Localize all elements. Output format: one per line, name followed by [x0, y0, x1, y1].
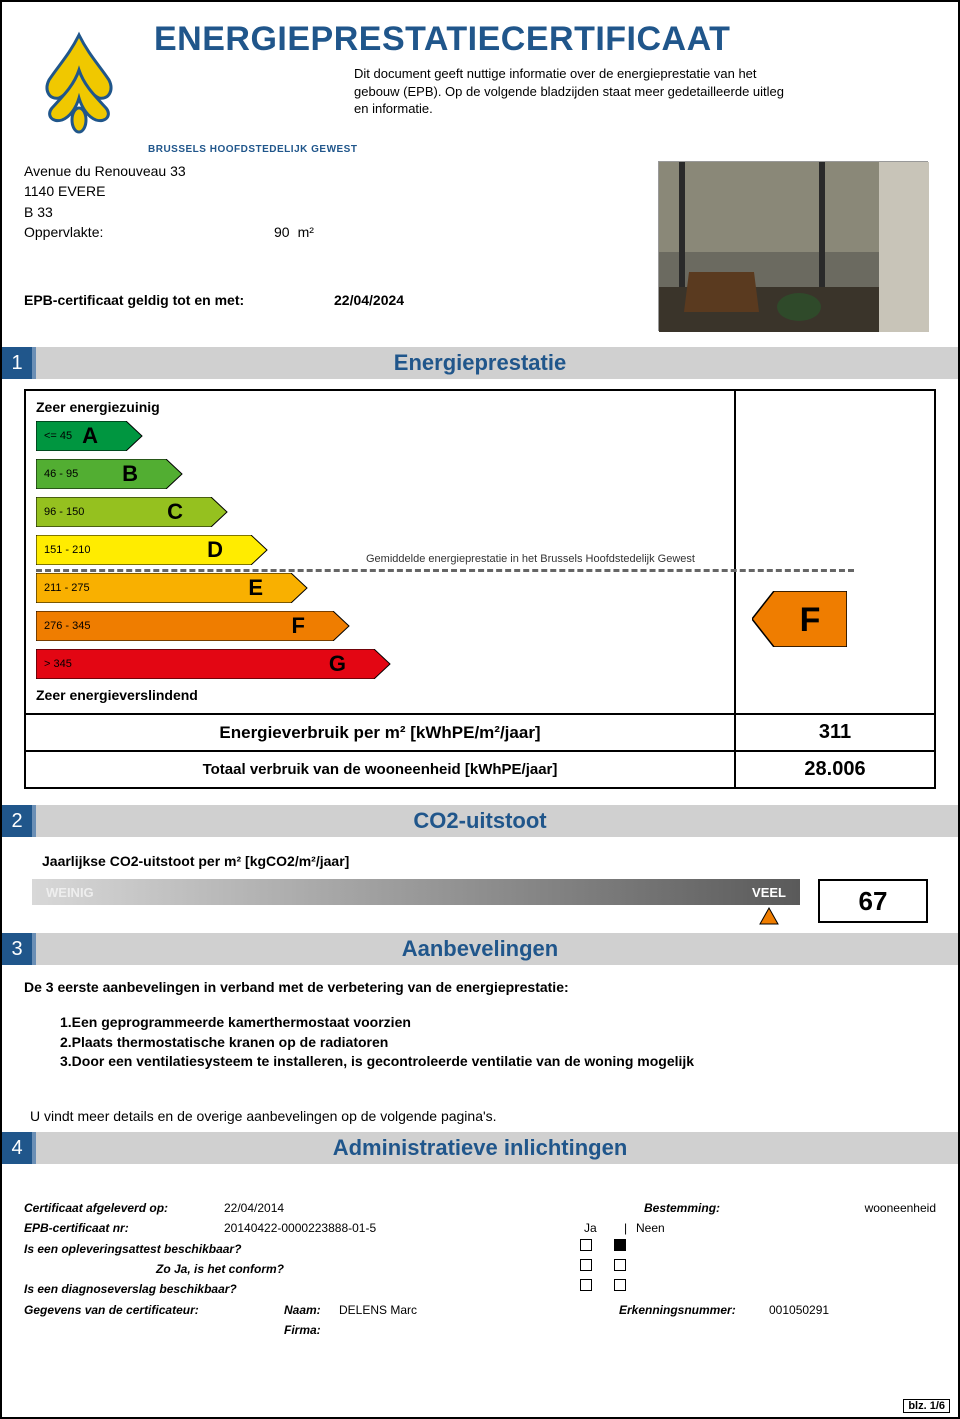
- main-title: ENERGIEPRESTATIECERTIFICAAT: [154, 20, 936, 59]
- section-title-3: Aanbevelingen: [2, 936, 958, 962]
- erk-label: Erkenningsnummer:: [619, 1300, 769, 1320]
- q1sub-label: Zo Ja, is het conform?: [24, 1259, 324, 1279]
- co2-high: VEEL: [752, 885, 786, 900]
- section-bar-2: 2 CO2-uitstoot: [2, 805, 958, 837]
- no-header: Neen: [636, 1218, 665, 1238]
- energy-bar-row: <= 45 A: [36, 421, 724, 451]
- co2-row: WEINIG VEEL 67: [24, 879, 936, 923]
- validity-label: EPB-certificaat geldig tot en met:: [24, 290, 334, 310]
- admin-block: Certificaat afgeleverd op: 22/04/2014 Be…: [24, 1198, 936, 1341]
- total-consumption-label: Totaal verbruik van de wooneenheid [kWhP…: [25, 751, 735, 788]
- validity-value: 22/04/2024: [334, 290, 404, 310]
- consumption-per-m2-label: Energieverbruik per m² [kWhPE/m²/jaar]: [25, 714, 735, 751]
- issued-value: 22/04/2014: [224, 1198, 444, 1218]
- energy-right: F: [736, 391, 936, 713]
- section-bar-3: 3 Aanbevelingen: [2, 933, 958, 965]
- q1sub-no-checkbox: [614, 1259, 626, 1271]
- address-line1: Avenue du Renouveau 33: [24, 161, 658, 181]
- section-num-2: 2: [2, 805, 36, 837]
- area-value: 90: [274, 222, 290, 242]
- energy-bars: <= 45 A 46 - 95 B 96 - 150 C 151 - 210 D…: [36, 421, 724, 679]
- section-num-1: 1: [2, 347, 36, 379]
- region-label: BRUSSELS HOOFDSTEDELIJK GEWEST: [148, 144, 936, 155]
- q1-no-checkbox: [614, 1239, 626, 1251]
- address-block: Avenue du Renouveau 33 1140 EVERE B 33 O…: [24, 161, 658, 331]
- address-line2: 1140 EVERE: [24, 181, 658, 201]
- average-line: [36, 569, 854, 572]
- inefficient-label: Zeer energieverslindend: [36, 687, 724, 703]
- energy-bar-row: 276 - 345 F: [36, 611, 724, 641]
- area-label: Oppervlakte:: [24, 222, 274, 242]
- section-bar-4: 4 Administratieve inlichtingen: [2, 1132, 958, 1164]
- certnr-label: EPB-certificaat nr:: [24, 1218, 224, 1238]
- rec-intro: De 3 eerste aanbevelingen in verband met…: [24, 979, 936, 995]
- section-title-4: Administratieve inlichtingen: [2, 1135, 958, 1161]
- co2-bar: WEINIG VEEL: [32, 879, 800, 905]
- intro-text: Dit document geeft nuttige informatie ov…: [354, 65, 784, 118]
- section-title-2: CO2-uitstoot: [2, 808, 958, 834]
- property-photo: [658, 161, 928, 331]
- rec-more: U vindt meer details en de overige aanbe…: [30, 1108, 936, 1124]
- energy-bar-row: > 345 G: [36, 649, 724, 679]
- dest-label: Bestemming:: [644, 1198, 720, 1218]
- rec-list: 1.Een geprogrammeerde kamerthermostaat v…: [60, 1013, 936, 1072]
- co2-value: 67: [818, 879, 928, 923]
- dest-value: wooneenheid: [865, 1198, 936, 1218]
- co2-marker: [758, 906, 780, 929]
- co2-low: WEINIG: [46, 885, 94, 900]
- section-num-4: 4: [2, 1132, 36, 1164]
- certificate-page: ENERGIEPRESTATIECERTIFICAAT Dit document…: [0, 0, 960, 1419]
- page-number: blz. 1/6: [903, 1399, 950, 1413]
- firma-label: Firma:: [284, 1320, 321, 1340]
- result-arrow: F: [752, 591, 847, 652]
- q2-label: Is een diagnoseverslag beschikbaar?: [24, 1279, 324, 1299]
- rec-item: 2.Plaats thermostatische kranen op de ra…: [60, 1033, 936, 1053]
- certnr-value: 20140422-0000223888-01-5: [224, 1218, 584, 1238]
- consumption-per-m2-value: 311: [735, 714, 935, 751]
- yes-header: Ja: [584, 1218, 624, 1238]
- rec-item: 3.Door een ventilatiesysteem te installe…: [60, 1052, 936, 1072]
- efficient-label: Zeer energiezuinig: [36, 399, 724, 415]
- section-num-3: 3: [2, 933, 36, 965]
- section-title-1: Energieprestatie: [2, 350, 958, 376]
- energy-data-table: Energieverbruik per m² [kWhPE/m²/jaar] 3…: [24, 713, 936, 789]
- region-logo: [24, 20, 134, 150]
- co2-label: Jaarlijkse CO2-uitstoot per m² [kgCO2/m²…: [42, 853, 936, 869]
- energy-bar-row: 96 - 150 C: [36, 497, 724, 527]
- energy-bar-row: 211 - 275 E: [36, 573, 724, 603]
- address-photo-row: Avenue du Renouveau 33 1140 EVERE B 33 O…: [24, 161, 936, 331]
- rec-item: 1.Een geprogrammeerde kamerthermostaat v…: [60, 1013, 936, 1033]
- title-block: ENERGIEPRESTATIECERTIFICAAT Dit document…: [134, 20, 936, 118]
- average-text: Gemiddelde energieprestatie in het Bruss…: [366, 553, 695, 565]
- certifier-label: Gegevens van de certificateur:: [24, 1300, 284, 1320]
- svg-text:F: F: [800, 601, 821, 639]
- q2-yes-checkbox: [580, 1279, 592, 1291]
- name-label: Naam:: [284, 1300, 339, 1320]
- q1-label: Is een opleveringsattest beschikbaar?: [24, 1239, 324, 1259]
- address-line3: B 33: [24, 202, 658, 222]
- energy-left: Zeer energiezuinig <= 45 A 46 - 95 B 96 …: [26, 391, 736, 713]
- q1sub-yes-checkbox: [580, 1259, 592, 1271]
- energy-box: Zeer energiezuinig <= 45 A 46 - 95 B 96 …: [24, 389, 936, 715]
- name-value: DELENS Marc: [339, 1300, 619, 1320]
- energy-bar-row: 46 - 95 B: [36, 459, 724, 489]
- area-unit: m²: [298, 222, 314, 242]
- total-consumption-value: 28.006: [735, 751, 935, 788]
- issued-label: Certificaat afgeleverd op:: [24, 1198, 224, 1218]
- erk-value: 001050291: [769, 1300, 829, 1320]
- q2-no-checkbox: [614, 1279, 626, 1291]
- q1-yes-checkbox: [580, 1239, 592, 1251]
- header: ENERGIEPRESTATIECERTIFICAAT Dit document…: [24, 20, 936, 150]
- section-bar-1: 1 Energieprestatie: [2, 347, 958, 379]
